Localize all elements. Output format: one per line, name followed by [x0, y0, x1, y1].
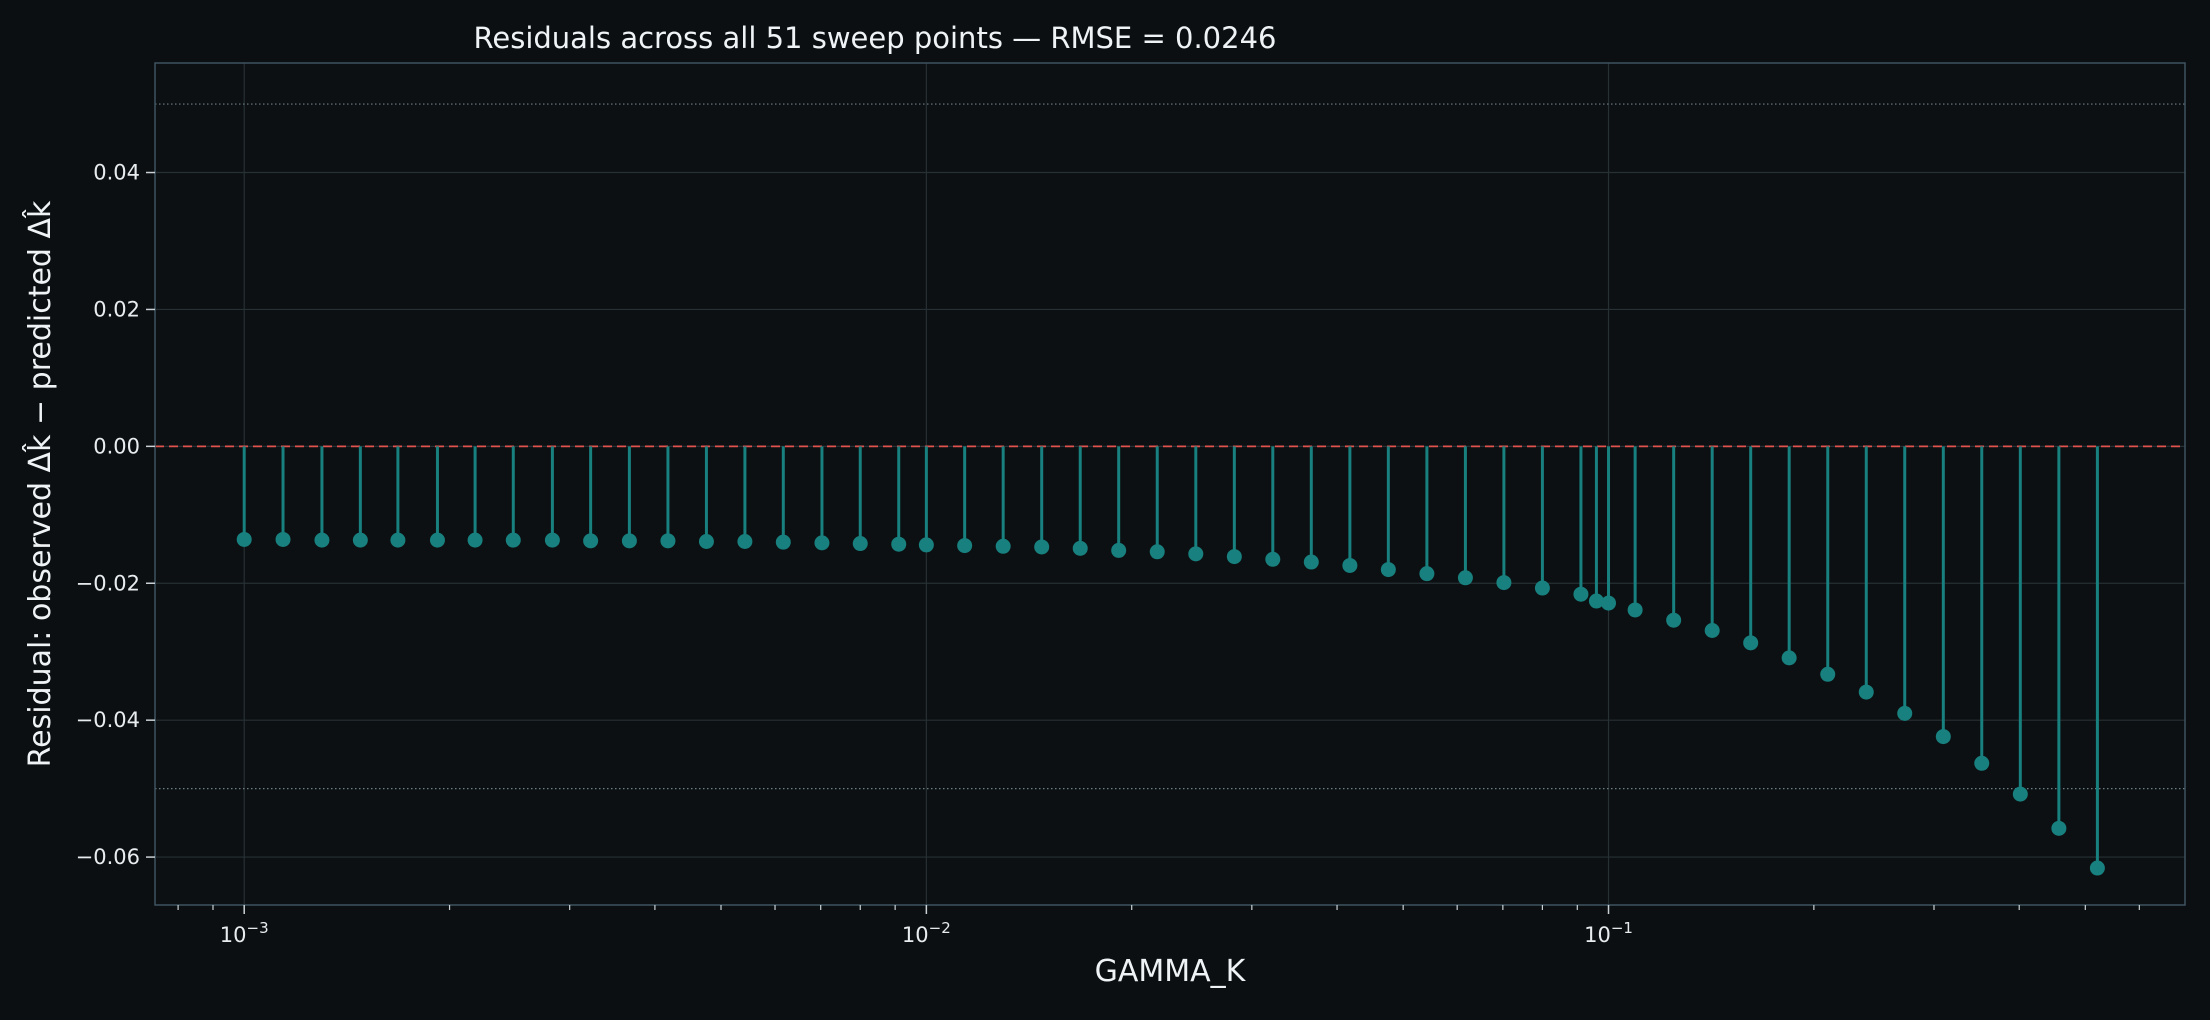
stem-marker [314, 532, 330, 548]
plot-area [155, 63, 2185, 905]
stem-marker [390, 532, 406, 548]
stem-marker [583, 533, 599, 549]
stem-marker [852, 536, 868, 552]
stem-marker [1034, 539, 1050, 555]
stem-marker [1781, 650, 1797, 666]
stem-marker [1897, 705, 1913, 721]
stem-marker [775, 534, 791, 550]
stem-marker [737, 534, 753, 550]
stem-marker [918, 537, 934, 553]
stem-marker [1457, 570, 1473, 586]
y-tick-label: −0.02 [76, 571, 140, 595]
y-tick-label: −0.06 [76, 845, 140, 869]
stem-marker [1072, 540, 1088, 556]
x-axis-label: GAMMA_K [1095, 954, 1247, 989]
stem-marker [995, 538, 1011, 554]
stem-marker [2051, 820, 2067, 836]
y-axis-ticks: 0.04 0.02 0.00 −0.02 −0.04 −0.06 [76, 161, 155, 869]
stem-marker [698, 534, 714, 550]
stem-marker [891, 536, 907, 552]
stem-marker [1601, 595, 1617, 611]
stem-marker [1666, 612, 1682, 628]
stem-marker [1265, 551, 1281, 567]
stem-marker [1149, 544, 1165, 560]
stem-marker [1704, 622, 1720, 638]
stem-marker [1342, 557, 1358, 573]
stem-marker [352, 532, 368, 548]
chart-title: Residuals across all 51 sweep points — R… [474, 21, 1277, 55]
stem-marker [1111, 542, 1127, 558]
stem-marker [1588, 593, 1604, 609]
y-tick-label: 0.04 [93, 161, 140, 185]
stem-marker [1496, 575, 1512, 591]
x-axis-ticks: 10−3 10−2 10−1 [177, 905, 2140, 947]
stem-marker [1534, 580, 1550, 596]
stem-marker [1419, 566, 1435, 582]
y-tick-label: 0.00 [93, 434, 140, 458]
stem-marker [1573, 586, 1589, 602]
plot-frame [154, 62, 2186, 906]
x-tick-label: 10−1 [1584, 919, 1633, 947]
y-tick-label: −0.04 [76, 708, 140, 732]
x-tick-label: 10−2 [902, 919, 951, 947]
stem-marker [1627, 602, 1643, 618]
stem-marker [275, 531, 291, 547]
x-tick-label: 10−3 [220, 919, 269, 947]
stem-marker [544, 532, 560, 548]
stem-marker [814, 535, 830, 551]
stem-marker [1303, 554, 1319, 570]
reference-lines [155, 103, 2185, 790]
stem-marker [236, 531, 252, 547]
stem-marker [2089, 860, 2105, 876]
stem-marker [1974, 755, 1990, 771]
stem-marker [660, 533, 676, 549]
stem-marker [429, 532, 445, 548]
y-tick-label: 0.02 [93, 297, 140, 321]
y-axis-label: Residual: observed Δk̂ − predicted Δk̂ [22, 200, 58, 767]
stem-marker [1935, 729, 1951, 745]
stem-marker [2012, 786, 2028, 802]
stems [236, 446, 2105, 876]
stem-marker [1226, 549, 1242, 565]
stem-marker [1380, 562, 1396, 578]
stem-marker [467, 532, 483, 548]
stem-marker [957, 538, 973, 554]
stem-marker [621, 533, 637, 549]
stem-marker [1188, 546, 1204, 562]
stem-marker [505, 532, 521, 548]
stem-marker [1743, 635, 1759, 651]
stem-marker [1858, 684, 1874, 700]
stem-marker [1820, 666, 1836, 682]
